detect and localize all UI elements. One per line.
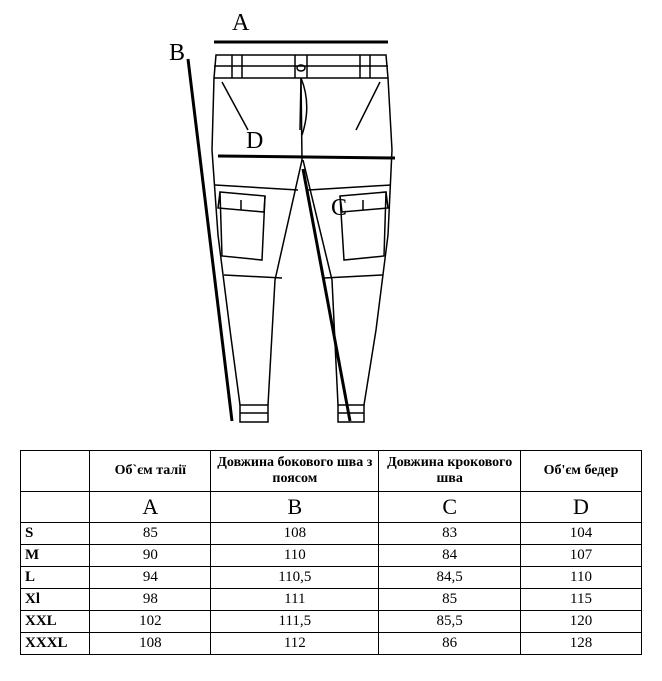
cell-c: 84,5 bbox=[379, 567, 521, 589]
header-row: Об`єм талії Довжина бокового шва з поясо… bbox=[21, 451, 642, 492]
size-table: Об`єм талії Довжина бокового шва з поясо… bbox=[20, 450, 642, 655]
cell-size: XXXL bbox=[21, 633, 90, 655]
cell-a: 98 bbox=[90, 589, 211, 611]
table-row: Xl9811185115 bbox=[21, 589, 642, 611]
size-chart: A B D C bbox=[0, 0, 662, 675]
table-row: M9011084107 bbox=[21, 545, 642, 567]
cell-c: 84 bbox=[379, 545, 521, 567]
size-table-wrap: Об`єм талії Довжина бокового шва з поясо… bbox=[0, 440, 662, 675]
cell-d: 115 bbox=[521, 589, 642, 611]
cell-c: 85 bbox=[379, 589, 521, 611]
cell-b: 111 bbox=[211, 589, 379, 611]
label-b: B bbox=[169, 40, 185, 67]
cell-a: 85 bbox=[90, 523, 211, 545]
cell-size: L bbox=[21, 567, 90, 589]
cell-d: 120 bbox=[521, 611, 642, 633]
cell-b: 112 bbox=[211, 633, 379, 655]
header-c: Довжина крокового шва bbox=[379, 451, 521, 492]
cell-size: M bbox=[21, 545, 90, 567]
letter-a: A bbox=[90, 492, 211, 523]
cell-a: 94 bbox=[90, 567, 211, 589]
table-row: XXL102111,585,5120 bbox=[21, 611, 642, 633]
letter-d: D bbox=[521, 492, 642, 523]
table-body: S8510883104M9011084107L94110,584,5110Xl9… bbox=[21, 523, 642, 655]
header-d: Об'єм бедер bbox=[521, 451, 642, 492]
cell-b: 108 bbox=[211, 523, 379, 545]
cell-a: 90 bbox=[90, 545, 211, 567]
cell-c: 83 bbox=[379, 523, 521, 545]
header-size bbox=[21, 451, 90, 492]
cell-c: 85,5 bbox=[379, 611, 521, 633]
cell-d: 107 bbox=[521, 545, 642, 567]
cell-size: Xl bbox=[21, 589, 90, 611]
cell-d: 104 bbox=[521, 523, 642, 545]
cell-size: XXL bbox=[21, 611, 90, 633]
cell-a: 102 bbox=[90, 611, 211, 633]
cell-b: 110,5 bbox=[211, 567, 379, 589]
pants-diagram: A B D C bbox=[0, 0, 662, 440]
label-a: A bbox=[232, 10, 249, 37]
cell-a: 108 bbox=[90, 633, 211, 655]
letter-c: C bbox=[379, 492, 521, 523]
cell-c: 86 bbox=[379, 633, 521, 655]
table-row: S8510883104 bbox=[21, 523, 642, 545]
table-row: L94110,584,5110 bbox=[21, 567, 642, 589]
cell-b: 110 bbox=[211, 545, 379, 567]
letter-b: B bbox=[211, 492, 379, 523]
label-c: C bbox=[331, 195, 347, 222]
table-row: XXXL10811286128 bbox=[21, 633, 642, 655]
cell-size: S bbox=[21, 523, 90, 545]
header-a: Об`єм талії bbox=[90, 451, 211, 492]
letter-row: A B C D bbox=[21, 492, 642, 523]
label-d: D bbox=[246, 128, 263, 155]
header-b: Довжина бокового шва з поясом bbox=[211, 451, 379, 492]
cell-b: 111,5 bbox=[211, 611, 379, 633]
cell-d: 128 bbox=[521, 633, 642, 655]
cell-d: 110 bbox=[521, 567, 642, 589]
